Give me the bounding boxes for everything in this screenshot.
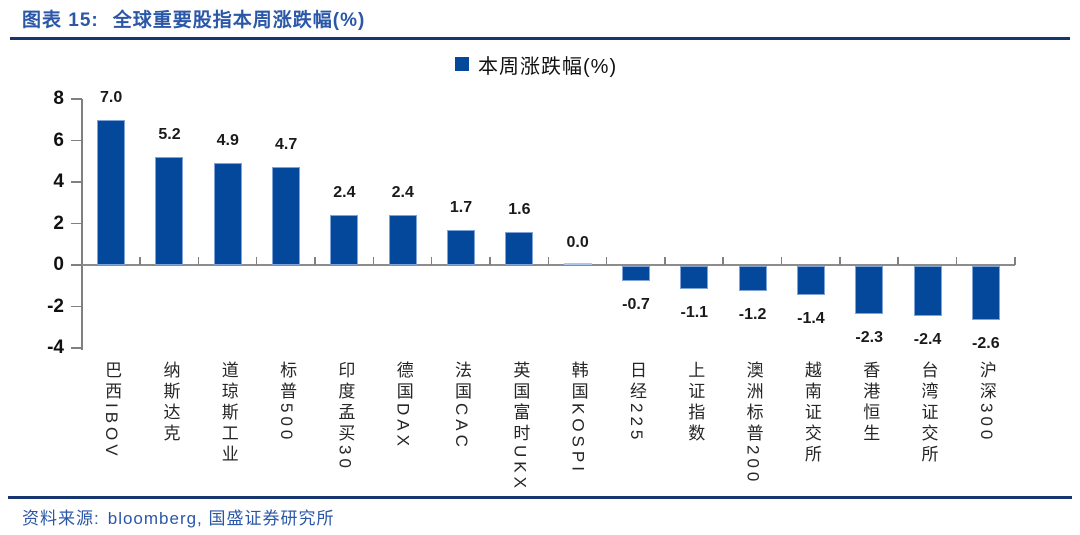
x-category-label: 上证指数 — [685, 361, 705, 445]
bar-value-label: 2.4 — [333, 184, 356, 202]
source-line: 资料来源: bloomberg, 国盛证券研究所 — [22, 504, 335, 529]
x-tick — [139, 257, 141, 265]
bar — [680, 266, 709, 289]
bar-value-label: 0.0 — [566, 234, 589, 251]
x-axis-line — [82, 264, 1015, 266]
x-tick — [255, 257, 258, 265]
bar — [738, 266, 767, 291]
y-tick — [71, 181, 82, 183]
bar — [388, 215, 417, 265]
bar — [796, 266, 825, 296]
legend-label: 本周涨跌幅(%) — [478, 55, 618, 78]
y-tick — [71, 347, 82, 349]
y-tick — [71, 305, 82, 307]
source-label: 资料来源: — [22, 509, 100, 528]
bar-value-label: 4.9 — [216, 132, 239, 150]
x-category-label: 德国DAX — [393, 361, 413, 450]
x-category-label: 纳斯达克 — [160, 361, 180, 445]
bar — [330, 215, 359, 265]
y-axis-line — [80, 99, 83, 350]
y-tick-label: 6 — [53, 129, 64, 151]
bar-value-label: 4.7 — [274, 136, 298, 154]
bar — [971, 266, 1000, 320]
x-tick — [314, 257, 316, 265]
x-category-label: 法国CAC — [452, 361, 472, 451]
x-category-label: 澳洲标普200 — [743, 361, 763, 486]
source-rule — [8, 496, 1072, 499]
bar-value-label: -2.6 — [972, 334, 1000, 352]
x-tick — [489, 257, 491, 265]
bar-value-label: -0.7 — [622, 295, 650, 313]
figure-title-text: 全球重要股指本周涨跌幅(%) — [112, 9, 366, 31]
y-tick-label: 4 — [53, 171, 64, 192]
x-category-label: 韩国KOSPI — [568, 361, 588, 475]
y-tick — [71, 139, 82, 141]
bar — [563, 263, 592, 265]
x-tick — [722, 257, 724, 265]
bar — [155, 157, 184, 265]
figure-label: 图表 15: — [22, 9, 99, 31]
x-category-label: 香港恒生 — [860, 361, 880, 445]
bar — [447, 229, 476, 265]
x-tick — [955, 257, 958, 265]
x-tick — [897, 257, 899, 265]
bar-value-label: 1.6 — [508, 200, 531, 218]
x-tick — [839, 257, 841, 265]
x-category-label: 印度孟买30 — [335, 361, 355, 472]
x-tick — [197, 257, 200, 265]
legend: 本周涨跌幅(%) — [455, 51, 618, 78]
bar-value-label: 1.7 — [449, 198, 473, 216]
legend-swatch-icon — [455, 57, 469, 71]
bar — [855, 266, 884, 314]
x-category-label: 台湾证交所 — [918, 361, 938, 466]
y-tick-label: 8 — [53, 88, 64, 109]
bar-value-label: -2.4 — [913, 330, 942, 348]
bar-value-label: -1.2 — [738, 305, 767, 323]
y-tick-label: -4 — [47, 337, 64, 358]
y-tick — [71, 222, 82, 224]
title-rule — [10, 37, 1070, 40]
x-category-label: 越南证交所 — [801, 361, 821, 466]
x-tick — [664, 257, 666, 265]
bar-value-label: -2.3 — [855, 328, 883, 346]
y-tick — [71, 264, 82, 266]
bar — [97, 119, 126, 265]
bar-value-label: -1.4 — [797, 310, 825, 328]
bar-value-label: 7.0 — [100, 88, 123, 106]
y-tick-label: -2 — [47, 295, 64, 317]
bar — [505, 231, 534, 265]
x-category-label: 道琼斯工业 — [218, 361, 238, 466]
x-category-label: 标普500 — [277, 361, 297, 444]
bar-chart: 8 6 4 2 0 -2 -4 7.0 巴西IBOV 5.2 纳斯达克 4.9 道琼斯工业 4.7 标普50… — [47, 88, 1016, 492]
x-tick — [1014, 257, 1016, 265]
bar-value-label: -1.1 — [680, 303, 709, 321]
bar — [213, 163, 242, 265]
x-tick — [430, 257, 433, 265]
x-category-label: 日经225 — [626, 361, 646, 444]
x-tick — [372, 257, 375, 265]
x-tick — [780, 257, 783, 265]
source-detail: bloomberg, 国盛证券研究所 — [107, 509, 335, 528]
y-tick-label: 2 — [53, 212, 64, 234]
bar-value-label: 2.4 — [391, 184, 414, 202]
x-category-label: 英国富时UKX — [510, 361, 530, 492]
x-category-label: 巴西IBOV — [102, 361, 122, 460]
y-tick — [71, 98, 82, 100]
bar — [913, 266, 942, 316]
x-tick — [605, 257, 608, 265]
x-category-label: 沪深300 — [976, 361, 996, 444]
bar-value-label: 5.2 — [158, 126, 181, 144]
bar — [272, 167, 301, 265]
figure-title: 图表 15: 全球重要股指本周涨跌幅(%) — [22, 3, 365, 33]
x-tick — [547, 257, 549, 265]
y-tick-label: 0 — [53, 254, 64, 275]
bar — [621, 266, 650, 281]
